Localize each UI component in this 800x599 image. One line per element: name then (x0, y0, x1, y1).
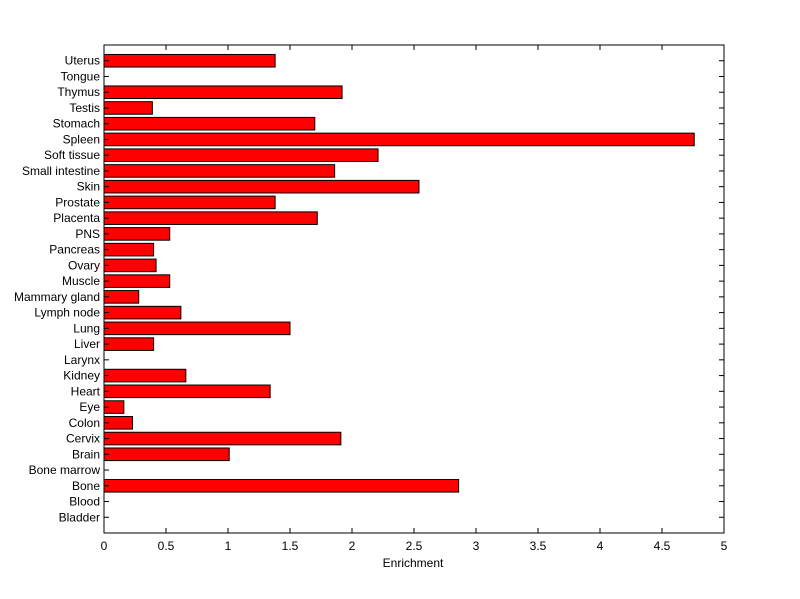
category-label-prostate: Prostate (55, 195, 100, 209)
category-label-skin: Skin (77, 180, 100, 194)
category-label-tongue: Tongue (61, 69, 101, 83)
category-label-cervix: Cervix (66, 432, 100, 446)
category-label-placenta: Placenta (53, 211, 100, 225)
category-label-larynx: Larynx (64, 353, 100, 367)
x-tick-label-8: 4 (597, 539, 604, 553)
category-label-brain: Brain (72, 447, 100, 461)
category-label-thymus: Thymus (57, 85, 100, 99)
category-label-lung: Lung (73, 321, 100, 335)
category-label-muscle: Muscle (62, 274, 100, 288)
category-label-spleen: Spleen (63, 132, 100, 146)
bar-cervix (103, 431, 342, 446)
category-label-lymph-node: Lymph node (34, 306, 100, 320)
ticks-group (103, 45, 725, 533)
bar-brain (103, 447, 230, 462)
bar-pns (103, 227, 171, 241)
x-tick-label-5: 2.5 (406, 539, 423, 553)
x-axis-label: Enrichment (383, 556, 444, 570)
bar-prostate (103, 195, 276, 210)
bar-lymph-node (103, 305, 182, 320)
category-label-pns: PNS (75, 227, 100, 241)
x-tick-label-10: 5 (721, 539, 728, 553)
x-tick-label-7: 3.5 (530, 539, 547, 553)
x-tick-label-0: 0 (101, 539, 108, 553)
bar-spleen (103, 132, 695, 147)
x-tick-label-9: 4.5 (654, 539, 671, 553)
bar-soft-tissue (103, 148, 379, 162)
bar-liver (103, 337, 155, 351)
category-label-ovary: Ovary (68, 258, 100, 272)
category-label-liver: Liver (74, 337, 100, 351)
category-label-stomach: Stomach (53, 117, 100, 131)
category-label-small-intestine: Small intestine (22, 164, 100, 178)
category-label-colon: Colon (69, 416, 100, 430)
bar-heart (103, 384, 271, 399)
x-tick-label-1: 0.5 (158, 539, 175, 553)
category-label-pancreas: Pancreas (49, 243, 100, 257)
category-label-mammary-gland: Mammary gland (14, 290, 100, 304)
bar-pancreas (103, 242, 155, 257)
category-label-kidney: Kidney (63, 369, 100, 383)
category-label-bladder: Bladder (59, 510, 100, 524)
bar-ovary (103, 258, 157, 273)
bar-thymus (103, 85, 343, 100)
x-tick-label-3: 1.5 (282, 539, 299, 553)
bar-skin (103, 179, 420, 194)
x-tick-label-2: 1 (225, 539, 232, 553)
x-tick-label-6: 3 (473, 539, 480, 553)
category-label-eye: Eye (79, 400, 100, 414)
bar-kidney (103, 368, 187, 383)
category-label-uterus: Uterus (65, 54, 100, 68)
x-tick-label-4: 2 (349, 539, 356, 553)
category-label-soft-tissue: Soft tissue (44, 148, 100, 162)
category-label-bone-marrow: Bone marrow (29, 463, 101, 477)
category-label-heart: Heart (71, 384, 101, 398)
bar-muscle (103, 274, 171, 288)
bar-mammary-gland (103, 290, 140, 304)
x-tick-labels: 0 0.5 1 1.5 2 2.5 3 3.5 4 4.5 5 (101, 539, 728, 553)
bar-uterus (103, 53, 276, 68)
category-label-testis: Testis (69, 101, 100, 115)
bar-placenta (103, 211, 318, 225)
bar-lung (103, 321, 291, 336)
bar-bone (103, 478, 460, 493)
bar-small-intestine (103, 164, 336, 178)
category-label-bone: Bone (72, 479, 100, 493)
bar-stomach (103, 116, 316, 131)
bar-testis (103, 101, 153, 115)
category-label-blood: Blood (69, 495, 100, 509)
plot-frame (103, 44, 725, 534)
